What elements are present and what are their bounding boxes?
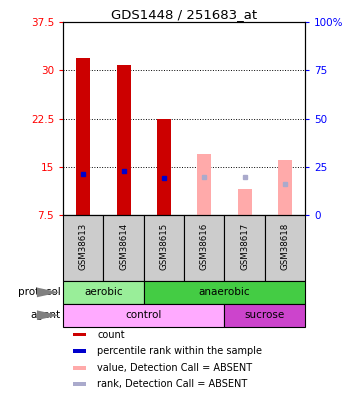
Bar [278, 160, 292, 215]
Bar [63, 215, 104, 281]
Bar [63, 304, 225, 327]
Text: count: count [97, 330, 125, 340]
Bar [225, 215, 265, 281]
Text: anaerobic: anaerobic [199, 288, 250, 297]
Text: value, Detection Call = ABSENT: value, Detection Call = ABSENT [97, 363, 252, 373]
Text: GSM38613: GSM38613 [79, 223, 88, 270]
Bar [238, 189, 252, 215]
Title: GDS1448 / 251683_at: GDS1448 / 251683_at [111, 8, 257, 21]
Bar [104, 215, 144, 281]
Bar [76, 58, 90, 215]
Bar [117, 65, 131, 215]
Bar [144, 281, 305, 304]
Bar [225, 304, 305, 327]
Bar [184, 215, 225, 281]
Bar [197, 154, 211, 215]
Text: GSM38616: GSM38616 [200, 223, 209, 270]
Text: aerobic: aerobic [84, 288, 123, 297]
Text: GSM38614: GSM38614 [119, 223, 128, 270]
Text: percentile rank within the sample: percentile rank within the sample [97, 346, 262, 356]
Bar [73, 382, 86, 386]
Bar [157, 119, 171, 215]
Bar [73, 350, 86, 353]
Text: control: control [126, 310, 162, 320]
Text: protocol: protocol [18, 288, 61, 297]
Bar [73, 333, 86, 337]
Text: GSM38618: GSM38618 [280, 223, 290, 270]
Bar [144, 215, 184, 281]
Bar [265, 215, 305, 281]
Bar [63, 281, 144, 304]
Bar [73, 366, 86, 369]
Text: GSM38617: GSM38617 [240, 223, 249, 270]
Text: rank, Detection Call = ABSENT: rank, Detection Call = ABSENT [97, 379, 247, 389]
Text: GSM38615: GSM38615 [160, 223, 169, 270]
Text: sucrose: sucrose [245, 310, 285, 320]
Text: agent: agent [31, 310, 61, 320]
